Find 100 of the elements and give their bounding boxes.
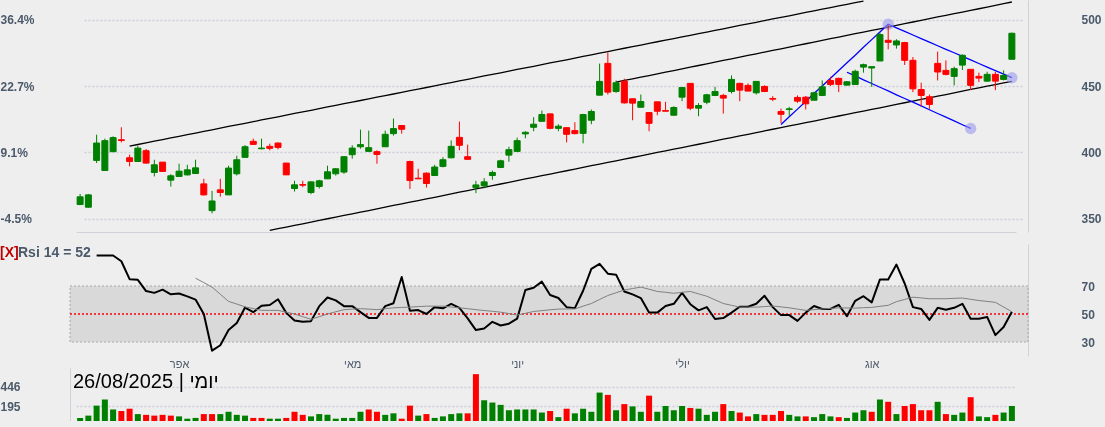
y-tick-label: 400 <box>1081 145 1102 160</box>
bar <box>464 413 471 421</box>
candlestick <box>596 63 604 96</box>
bar <box>390 413 397 421</box>
y-tick-label: 350 <box>1081 212 1102 227</box>
bar <box>885 401 892 421</box>
bar <box>580 408 587 421</box>
line-series <box>615 1 1013 83</box>
bar <box>159 414 166 421</box>
bar <box>621 404 628 421</box>
candlestick <box>365 130 373 152</box>
bar <box>291 411 298 421</box>
candlestick <box>719 93 727 115</box>
bar <box>810 417 817 421</box>
bar <box>868 411 875 421</box>
bar <box>134 414 141 421</box>
bar <box>654 411 661 421</box>
bar <box>192 417 199 421</box>
bar <box>596 392 603 421</box>
bar <box>852 412 859 421</box>
bar <box>489 402 496 421</box>
bar <box>373 411 380 421</box>
bar <box>563 408 570 421</box>
bar <box>101 399 108 421</box>
bar <box>283 417 290 421</box>
bar <box>984 417 991 421</box>
bar <box>110 409 117 421</box>
bar <box>778 411 784 421</box>
bar <box>860 410 867 421</box>
bar <box>209 414 216 421</box>
bar <box>217 414 224 421</box>
bar <box>143 414 150 421</box>
bar <box>340 417 347 421</box>
y-tick-label: 500 <box>1081 13 1102 28</box>
bar <box>431 417 438 421</box>
x-tick-label: אפר <box>169 357 190 370</box>
bar <box>843 417 850 421</box>
bar <box>571 413 578 421</box>
bar <box>538 412 545 421</box>
bar <box>308 416 314 421</box>
bar <box>942 414 949 421</box>
bar <box>1000 412 1007 421</box>
bar <box>242 415 249 421</box>
text: [X] <box>0 244 19 260</box>
bar <box>555 417 562 421</box>
bar <box>225 411 232 421</box>
bar <box>753 414 760 421</box>
y-tick-label: 446 <box>0 380 21 395</box>
x-tick-label: מאי <box>344 357 362 370</box>
bar <box>324 414 331 421</box>
bar <box>695 408 702 421</box>
line-series <box>195 277 1013 320</box>
bar <box>382 414 389 421</box>
x-tick-label: יולי <box>675 357 690 370</box>
bar <box>588 411 595 421</box>
bar <box>703 414 710 421</box>
point <box>882 18 894 30</box>
bar <box>670 410 677 421</box>
bar <box>745 416 752 421</box>
y2-tick-label: 22.7% <box>0 79 35 94</box>
candlestick <box>991 71 999 91</box>
bar <box>456 413 463 421</box>
bar <box>505 410 512 421</box>
bar <box>901 406 908 421</box>
bar <box>365 409 372 421</box>
candlestick <box>356 129 364 150</box>
bar <box>250 417 257 421</box>
bar <box>448 414 455 421</box>
bar <box>299 414 306 421</box>
bar <box>415 415 422 421</box>
bar <box>547 411 554 421</box>
bar <box>514 409 521 421</box>
chart-title: 26/08/2025 | יומי <box>73 370 219 392</box>
candlestick <box>208 190 216 214</box>
bar <box>604 394 611 421</box>
y2-tick-label: -4.5% <box>0 211 33 226</box>
candlestick <box>917 82 925 107</box>
candlestick <box>777 108 785 124</box>
bar <box>975 416 982 421</box>
y-tick-label: 450 <box>1081 79 1102 94</box>
candlestick <box>455 121 463 151</box>
bar <box>93 405 100 421</box>
chart-title: Rsi 14 = 52 <box>18 244 91 260</box>
bar <box>687 407 694 421</box>
bar <box>176 416 183 421</box>
bar <box>934 401 941 421</box>
bar <box>679 406 686 421</box>
x-tick-label: יוני <box>511 357 525 370</box>
bar <box>481 400 488 421</box>
bar <box>786 414 793 421</box>
bar <box>200 414 207 421</box>
bar <box>77 417 84 421</box>
candlestick <box>728 74 736 94</box>
bar <box>637 411 644 421</box>
bar <box>967 397 974 421</box>
y-tick-label: 70 <box>1081 279 1096 294</box>
y-tick-label: 30 <box>1081 335 1096 350</box>
bar <box>349 417 356 421</box>
bar <box>662 406 669 421</box>
bar <box>876 399 883 421</box>
